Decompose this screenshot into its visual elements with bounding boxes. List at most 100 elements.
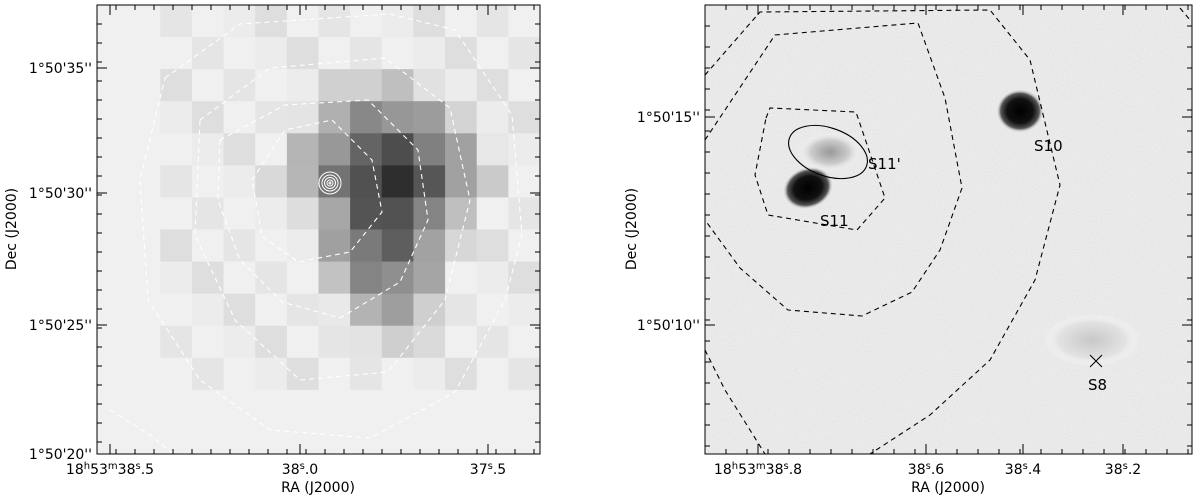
image-pixel xyxy=(318,37,351,70)
image-pixel xyxy=(160,101,193,134)
image-pixel xyxy=(160,133,193,166)
image-pixel xyxy=(97,197,130,231)
image-pixel xyxy=(223,421,256,454)
image-pixel xyxy=(160,421,193,454)
image-pixel xyxy=(128,37,161,70)
image-pixel xyxy=(413,133,446,166)
image-pixel xyxy=(476,229,509,263)
image-pixel xyxy=(318,197,351,231)
image-pixel xyxy=(350,165,383,199)
right-xtick-label: 18h53m38s.8 xyxy=(714,461,802,478)
image-pixel xyxy=(128,421,161,454)
image-pixel xyxy=(286,69,320,102)
left-ytick-label: 1°50'35'' xyxy=(29,61,92,77)
image-pixel xyxy=(413,357,446,391)
image-pixel xyxy=(445,133,478,166)
image-pixel xyxy=(223,325,256,359)
image-pixel xyxy=(445,165,478,199)
image-pixel xyxy=(128,69,161,102)
source-s8-emission xyxy=(1044,314,1140,366)
image-pixel xyxy=(381,69,415,102)
image-pixel xyxy=(223,69,256,102)
image-pixel xyxy=(97,69,130,102)
image-pixel xyxy=(508,357,540,391)
image-pixel xyxy=(318,101,351,134)
right-ytick-label: 1°50'15'' xyxy=(637,110,700,126)
image-pixel xyxy=(350,37,383,70)
image-pixel xyxy=(286,5,320,38)
image-pixel xyxy=(318,357,351,391)
image-pixel xyxy=(350,325,383,359)
image-pixel xyxy=(508,69,540,102)
left-x-axis-title: RA (J2000) xyxy=(281,480,355,496)
image-pixel xyxy=(223,293,256,327)
left-ticks xyxy=(97,5,540,454)
image-pixel xyxy=(286,357,320,391)
left-ytick-label: 1°50'20'' xyxy=(29,447,92,463)
image-pixel xyxy=(476,101,509,134)
image-pixel xyxy=(223,133,256,166)
image-pixel xyxy=(160,293,193,327)
left-xtick-label: 38s.0 xyxy=(282,461,318,478)
image-pixel xyxy=(476,261,509,295)
image-pixel xyxy=(286,293,320,327)
source-s10-emission xyxy=(996,89,1044,133)
image-pixel xyxy=(191,101,225,134)
image-pixel xyxy=(318,5,351,38)
image-pixel xyxy=(381,421,415,454)
image-pixel xyxy=(160,229,193,263)
image-pixel xyxy=(445,101,478,134)
left-xtick-label: 37s.5 xyxy=(470,461,506,478)
image-pixel xyxy=(160,165,193,199)
image-pixel xyxy=(128,357,161,391)
source-s11-emission xyxy=(782,166,834,210)
image-pixel xyxy=(255,197,288,231)
image-pixel xyxy=(97,101,130,134)
image-pixel xyxy=(97,133,130,166)
image-pixel xyxy=(160,197,193,231)
image-pixel xyxy=(381,261,415,295)
image-pixel xyxy=(445,197,478,231)
image-pixel xyxy=(97,389,130,423)
image-pixel xyxy=(381,197,415,231)
image-pixel xyxy=(381,325,415,359)
image-pixel xyxy=(255,325,288,359)
image-pixel xyxy=(191,293,225,327)
image-pixel xyxy=(508,229,540,263)
image-pixel xyxy=(97,5,130,38)
right-ticks xyxy=(705,5,1192,454)
image-pixel xyxy=(128,261,161,295)
image-pixel xyxy=(476,357,509,391)
image-pixel xyxy=(476,69,509,102)
image-pixel xyxy=(286,165,320,199)
image-pixel xyxy=(97,293,130,327)
right-image-noise xyxy=(705,5,1192,454)
image-pixel xyxy=(255,5,288,38)
image-pixel xyxy=(381,5,415,38)
image-pixel xyxy=(508,421,540,454)
image-pixel xyxy=(223,357,256,391)
left-panel: 1°50'35'' 1°50'30'' 1°50'25'' 1°50'20'' … xyxy=(4,4,541,496)
image-pixel xyxy=(413,101,446,134)
image-pixel xyxy=(255,165,288,199)
image-pixel xyxy=(160,69,193,102)
image-pixel xyxy=(191,389,225,423)
image-pixel xyxy=(286,421,320,454)
image-pixel xyxy=(318,325,351,359)
image-pixel xyxy=(445,421,478,454)
left-ytick-label: 1°50'25'' xyxy=(29,318,92,334)
image-pixel xyxy=(160,261,193,295)
right-xtick-label: 38s.4 xyxy=(1005,461,1042,478)
image-pixel xyxy=(286,261,320,295)
image-pixel xyxy=(255,421,288,454)
image-pixel xyxy=(381,389,415,423)
image-pixel xyxy=(350,421,383,454)
image-pixel xyxy=(286,229,320,263)
image-pixel xyxy=(191,229,225,263)
image-pixel xyxy=(445,325,478,359)
image-pixel xyxy=(223,229,256,263)
image-pixel xyxy=(128,5,161,38)
image-pixel xyxy=(476,421,509,454)
right-y-axis-title: Dec (J2000) xyxy=(624,188,640,270)
